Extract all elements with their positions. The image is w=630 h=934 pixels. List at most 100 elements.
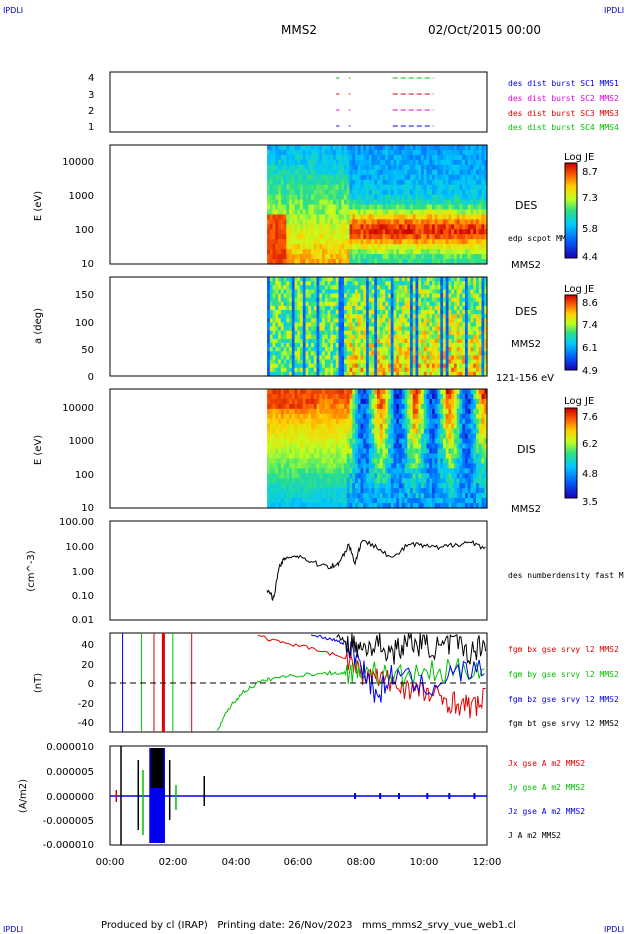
spectrogram-cell <box>322 289 326 295</box>
spectrogram-cell <box>360 453 364 460</box>
spectrogram-cell <box>349 199 353 206</box>
spectrogram-cell <box>267 259 271 265</box>
spectrogram-cell <box>289 468 293 474</box>
spectrogram-cell <box>275 310 279 315</box>
spectrogram-cell <box>368 254 373 260</box>
spectrogram-cell <box>300 443 304 450</box>
spectrogram-cell <box>456 359 461 365</box>
spectrogram-cell <box>330 174 334 181</box>
spectrogram-cell <box>338 363 342 369</box>
spectrogram-cell <box>308 293 312 299</box>
spectrogram-cell <box>368 244 373 250</box>
spectrogram-cell <box>412 343 417 348</box>
spectrogram-cell <box>346 498 351 504</box>
spectrogram-cell <box>366 254 370 260</box>
spectrogram-cell <box>366 310 370 315</box>
spectrogram-cell <box>344 503 348 509</box>
spectrogram-cell <box>432 194 436 201</box>
spectrogram-cell <box>410 334 414 340</box>
spectrogram-cell <box>385 281 389 286</box>
spectrogram-cell <box>305 189 309 196</box>
spectrogram-cell <box>379 355 384 361</box>
spectrogram-cell <box>368 229 373 235</box>
spectrogram-cell <box>418 367 422 373</box>
spectrogram-cell <box>473 285 477 290</box>
spectrogram-cell <box>286 493 290 499</box>
spectrogram-cell <box>382 371 386 377</box>
spectrogram-cell <box>374 219 378 225</box>
spectrogram-cell <box>415 293 419 299</box>
spectrogram-cell <box>289 145 293 151</box>
spectrogram-cell <box>289 224 293 230</box>
spectrogram-cell <box>448 184 452 191</box>
spectrogram-cell <box>415 174 419 181</box>
spectrogram-cell <box>429 297 433 303</box>
spectrogram-cell <box>407 164 411 171</box>
spectrogram-cell <box>289 293 293 299</box>
spectrogram-cell <box>366 448 370 455</box>
spectrogram-cell <box>313 338 318 344</box>
spectrogram-cell <box>324 184 329 191</box>
spectrogram-cell <box>374 493 378 499</box>
spectrogram-cell <box>390 244 395 250</box>
spectrogram-cell <box>319 343 323 348</box>
des-pitch-energy-band: 121-156 eV <box>496 373 554 384</box>
spectrogram-cell <box>484 285 488 290</box>
spectrogram-cell <box>390 169 395 176</box>
spectrogram-cell <box>465 259 469 265</box>
spectrogram-cell <box>379 234 384 240</box>
spectrogram-cell <box>478 244 483 250</box>
des-energy-spacecraft: MMS2 <box>511 260 541 271</box>
spectrogram-cell <box>357 483 362 489</box>
spectrogram-cell <box>267 473 271 479</box>
spectrogram-cell <box>344 423 348 430</box>
spectrogram-cell <box>338 453 342 460</box>
spectrogram-cell <box>341 169 345 176</box>
spectrogram-cell <box>311 418 315 425</box>
spectrogram-cell <box>426 234 430 240</box>
spectrogram-cell <box>484 314 488 319</box>
spectrogram-cell <box>280 204 285 211</box>
spectrogram-cell <box>313 423 318 430</box>
spectrogram-cell <box>404 164 408 171</box>
spectrogram-cell <box>316 209 320 216</box>
spectrogram-cell <box>360 418 364 425</box>
spectrogram-cell <box>401 184 406 191</box>
spectrogram-cell <box>396 199 400 206</box>
spectrogram-cell <box>371 249 375 255</box>
spectrogram-cell <box>346 493 351 499</box>
spectrogram-cell <box>335 199 340 206</box>
spectrogram-cell <box>275 289 279 295</box>
spectrogram-cell <box>467 239 472 245</box>
spectrogram-cell <box>371 169 375 176</box>
spectrogram-cell <box>302 398 307 405</box>
spectrogram-cell <box>280 318 285 323</box>
spectrogram-cell <box>297 322 301 328</box>
spectrogram-cell <box>286 179 290 186</box>
spectrogram-cell <box>360 277 364 282</box>
spectrogram-cell <box>308 184 312 191</box>
spectrogram-cell <box>297 314 301 319</box>
spectrogram-cell <box>388 184 392 191</box>
spectrogram-cell <box>355 154 359 161</box>
spectrogram-cell <box>327 428 331 435</box>
spectrogram-cell <box>476 234 480 240</box>
spectrogram-cell <box>305 314 309 319</box>
spectrogram-cell <box>275 159 279 166</box>
spectrogram-cell <box>401 289 406 295</box>
spectrogram-cell <box>388 453 392 460</box>
spectrogram-cell <box>322 413 326 420</box>
spectrogram-cell <box>344 498 348 504</box>
spectrogram-cell <box>407 249 411 255</box>
spectrogram-cell <box>421 145 425 151</box>
spectrogram-cell <box>393 214 397 220</box>
spectrogram-cell <box>341 149 345 156</box>
spectrogram-cell <box>478 338 483 344</box>
spectrogram-cell <box>363 149 367 156</box>
spectrogram-cell <box>346 305 351 311</box>
spectrogram-cell <box>357 244 362 250</box>
spectrogram-cell <box>399 149 403 156</box>
spectrogram-cell <box>363 330 367 336</box>
spectrogram-cell <box>338 423 342 430</box>
spectrogram-cell <box>335 259 340 265</box>
